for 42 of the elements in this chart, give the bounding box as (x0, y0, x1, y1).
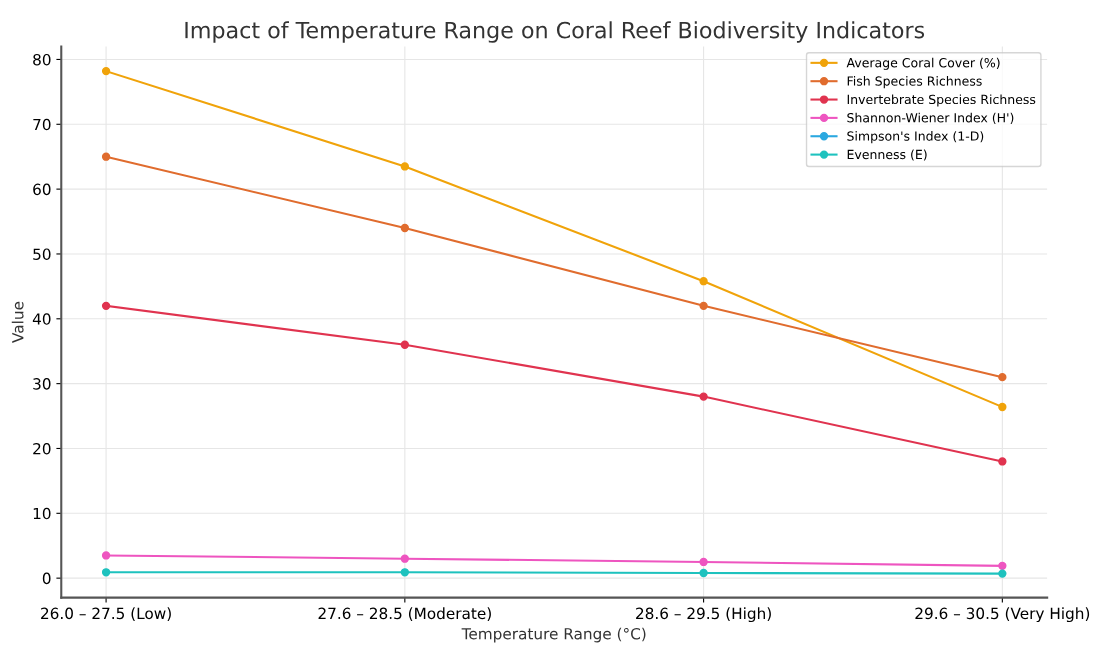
y-axis-title: Value (11, 301, 24, 343)
y-tick-label: 50 (33, 248, 51, 260)
y-tick-label: 40 (32, 313, 51, 325)
legend-label: Shannon-Wiener Index (H') (847, 112, 1014, 124)
point (400, 162, 410, 171)
legend-label: Evenness (E) (847, 149, 927, 161)
y-tick-label: 70 (33, 118, 51, 131)
point (400, 223, 410, 233)
point (400, 340, 410, 349)
point (998, 372, 1007, 382)
legend-label: Fish Species Richness (847, 76, 982, 89)
point (998, 402, 1007, 412)
y-tick-label: 10 (33, 507, 51, 520)
legend-label: Average Coral Cover (%) (846, 57, 1000, 70)
point (101, 152, 111, 161)
point (699, 301, 708, 310)
x-tick-label: 28.6 – 29.5 (High) (636, 607, 771, 623)
legend-label: Simpson's Index (1-D) (847, 131, 984, 144)
point (400, 554, 410, 563)
point (998, 457, 1007, 466)
point (699, 277, 708, 286)
x-tick-label: 27.6 – 28.5 (Moderate) (318, 607, 491, 621)
point (998, 561, 1007, 570)
x-axis-title: Temperature Range (°C) (461, 627, 646, 643)
y-tick-label: 60 (33, 183, 51, 196)
point (699, 568, 708, 578)
y-tick-label: 20 (33, 442, 51, 455)
x-tick-label: 29.6 – 30.5 (Very High) (915, 607, 1090, 623)
x-tick-label: 26.0 – 27.5 (Low) (41, 607, 171, 621)
y-tick-label: 80 (33, 53, 51, 66)
y-tick-label: 0 (42, 572, 51, 585)
point (101, 551, 111, 560)
y-tick-label: 30 (33, 378, 51, 390)
point (998, 569, 1007, 578)
legend-label: Invertebrate Species Richness (847, 94, 1036, 107)
point (699, 392, 708, 401)
point (101, 301, 111, 310)
point (699, 557, 708, 567)
chart-title: Impact of Temperature Range on Coral Reef Biodiversity Indicators (185, 21, 925, 43)
point (400, 568, 410, 577)
point (101, 568, 111, 577)
point (101, 66, 111, 76)
